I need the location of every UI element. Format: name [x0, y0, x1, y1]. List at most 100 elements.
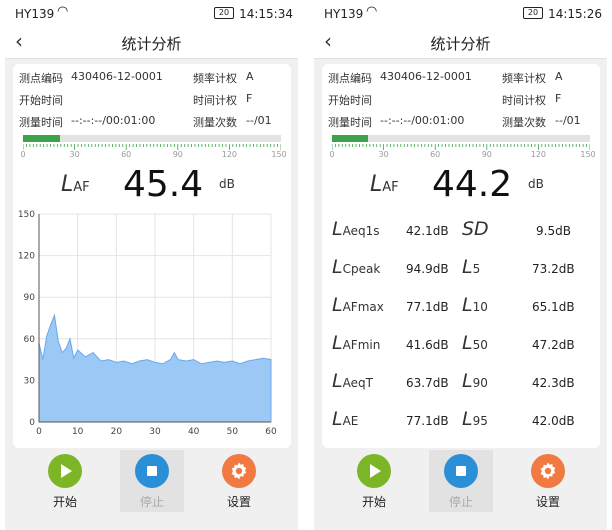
y-tick-label: 120	[18, 252, 35, 262]
info-label-freq-weight: 频率计权	[502, 72, 546, 85]
stats-row: LAFmax 77.1dB L10 65.1dB	[322, 292, 600, 328]
stats-row: LAeq1s 42.1dB SD 9.5dB	[322, 216, 600, 252]
start-button-label: 开始	[52, 495, 77, 509]
stat-symbol-sub: AFmin	[342, 338, 381, 352]
stat-symbol: L95	[462, 408, 488, 430]
start-button-label: 开始	[361, 495, 386, 509]
info-value-measure-time: --:--:--/00:01:00	[380, 114, 465, 127]
stat-symbol-sub: Aeq1s	[342, 224, 380, 238]
back-icon[interactable]: ‹	[324, 29, 332, 53]
x-tick-label: 40	[188, 427, 200, 437]
reading-symbol-letter: L	[370, 172, 383, 197]
info-value-point-code: 430406-12-0001	[71, 70, 163, 83]
settings-button[interactable]: 设置	[207, 450, 271, 512]
stat-symbol-letter: L	[462, 332, 473, 354]
stop-button-label: 停止	[448, 495, 473, 509]
gauge-tick-label: 120	[221, 150, 238, 159]
info-value-measure-count: --/01	[246, 114, 272, 127]
current-reading: LAF 44.2 dB	[370, 164, 570, 205]
stat-symbol-sub: 10	[472, 300, 488, 314]
start-button[interactable]: 开始	[342, 450, 406, 512]
wifi-icon: ◠	[366, 4, 378, 19]
status-bar: HY139 ◠ 20 14:15:34	[5, 0, 298, 26]
analysis-card: 测点编码 430406-12-0001 频率计权 A 开始时间 时间计权 F 测…	[13, 64, 291, 448]
settings-button-label: 设置	[226, 495, 251, 509]
play-icon	[357, 454, 391, 488]
wifi-icon: ◠	[57, 4, 69, 19]
stat-symbol: SD	[462, 218, 489, 240]
back-icon[interactable]: ‹	[15, 29, 23, 53]
gauge-tick-label: 0	[20, 150, 26, 159]
info-label-start-time: 开始时间	[328, 94, 372, 107]
info-value-time-weight: F	[246, 92, 253, 105]
level-area-series	[38, 313, 272, 423]
stat-symbol-letter: L	[332, 256, 343, 278]
gauge-tick-label: 30	[378, 150, 389, 159]
battery-icon: 20	[214, 7, 234, 19]
x-tick-label: 20	[111, 427, 123, 437]
stop-button[interactable]: 停止	[429, 450, 493, 512]
gauge-tick-label: 150	[580, 150, 596, 159]
stat-symbol-letter: SD	[462, 218, 489, 240]
reading-symbol-sub: AF	[73, 180, 90, 195]
gauge-tick-label: 60	[121, 150, 132, 159]
x-tick-label: 10	[72, 427, 84, 437]
stat-value: 77.1dB	[406, 300, 449, 314]
stat-symbol-sub: AFmax	[342, 300, 384, 314]
info-label-measure-count: 测量次数	[502, 116, 546, 129]
reading-value: 44.2	[432, 164, 513, 205]
stat-symbol-letter: L	[332, 294, 343, 316]
nav-bar: ‹ 统计分析	[5, 26, 298, 59]
info-value-point-code: 430406-12-0001	[380, 70, 472, 83]
stat-symbol-sub: 50	[472, 338, 488, 352]
stat-symbol: L10	[462, 294, 488, 316]
gauge-tick-label: 90	[172, 150, 183, 159]
info-label-measure-count: 测量次数	[193, 116, 237, 129]
start-button[interactable]: 开始	[33, 450, 97, 512]
stat-symbol: LAE	[332, 408, 358, 430]
stat-symbol: LCpeak	[332, 256, 380, 278]
stat-value: 9.5dB	[536, 224, 571, 238]
reading-symbol-sub: AF	[382, 180, 399, 195]
info-value-freq-weight: A	[555, 70, 563, 83]
current-reading: LAF 45.4 dB	[61, 164, 261, 205]
gauge-tick-label: 90	[481, 150, 492, 159]
info-label-time-weight: 时间计权	[193, 94, 237, 107]
gear-icon	[222, 454, 256, 488]
info-label-point-code: 测点编码	[19, 72, 63, 85]
stats-row: LAFmin 41.6dB L50 47.2dB	[322, 330, 600, 366]
y-tick-label: 90	[24, 293, 36, 303]
stat-symbol-letter: L	[462, 408, 473, 430]
stats-row: LAeqT 63.7dB L90 42.3dB	[322, 368, 600, 404]
stat-symbol-letter: L	[332, 332, 343, 354]
carrier-label: HY139	[15, 7, 55, 21]
gauge-tick-label: 150	[271, 150, 287, 159]
stat-value: 42.3dB	[532, 376, 575, 390]
stat-symbol-sub: 5	[472, 262, 481, 276]
page-title: 统计分析	[121, 35, 182, 53]
settings-button[interactable]: 设置	[516, 450, 580, 512]
gauge-track	[332, 135, 590, 142]
stat-symbol: L50	[462, 332, 488, 354]
gauge-tick-label: 30	[69, 150, 80, 159]
stat-symbol: LAeqT	[332, 370, 373, 392]
battery-icon: 20	[523, 7, 543, 19]
reading-symbol-letter: L	[61, 172, 74, 197]
gauge-fill	[23, 135, 60, 142]
gauge-tick-label: 0	[329, 150, 335, 159]
control-bar: 开始 停止 设置	[5, 450, 298, 512]
x-tick-label: 0	[36, 427, 42, 437]
screen-left: HY139 ◠ 20 14:15:34 ‹ 统计分析 测点编码 430406-1…	[5, 0, 298, 530]
stop-icon	[444, 454, 478, 488]
reading-symbol: LAF	[61, 172, 90, 197]
stat-symbol-letter: L	[332, 370, 343, 392]
info-value-freq-weight: A	[246, 70, 254, 83]
stat-symbol: LAeq1s	[332, 218, 379, 240]
nav-bar: ‹ 统计分析	[314, 26, 607, 59]
y-tick-label: 30	[24, 376, 36, 386]
stat-value: 63.7dB	[406, 376, 449, 390]
page-indicator	[5, 440, 298, 455]
y-tick-label: 60	[24, 335, 36, 345]
stop-button[interactable]: 停止	[120, 450, 184, 512]
stat-value: 47.2dB	[532, 338, 575, 352]
